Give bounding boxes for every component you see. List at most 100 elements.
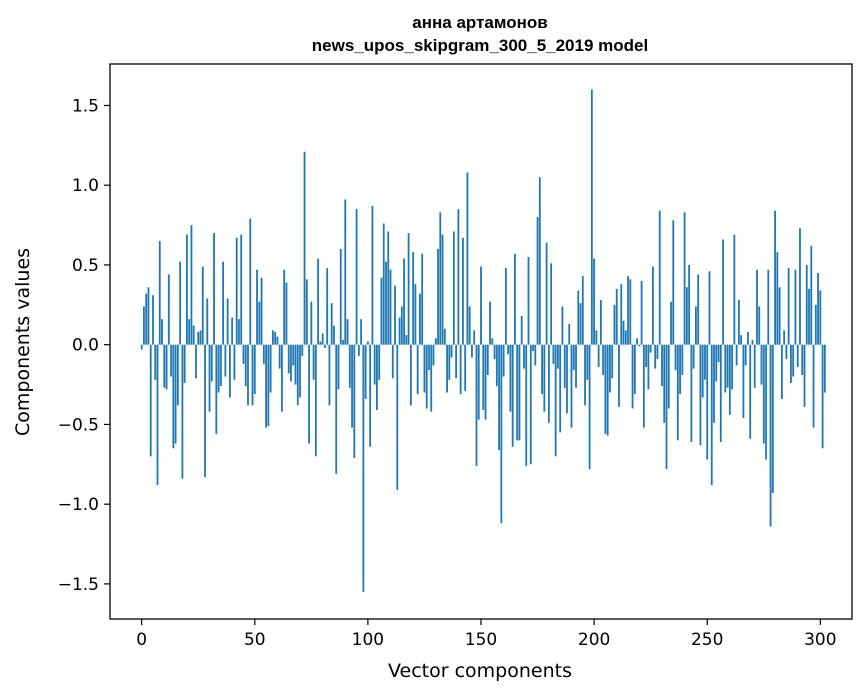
bar — [269, 344, 272, 393]
bar — [251, 344, 254, 406]
bar — [294, 344, 297, 385]
bar — [785, 344, 788, 360]
y-tick-label: 0.5 — [72, 256, 99, 276]
bar — [434, 338, 437, 345]
bar — [805, 264, 808, 345]
bar — [599, 300, 602, 345]
bar — [645, 344, 648, 368]
bar — [552, 344, 555, 364]
bar — [253, 344, 256, 395]
bar — [495, 344, 498, 387]
bar — [597, 344, 600, 368]
bar — [661, 344, 663, 387]
bar — [219, 344, 222, 387]
y-tick-label: −1.0 — [58, 495, 99, 515]
bar — [450, 344, 453, 358]
bar — [468, 306, 471, 345]
bar — [409, 344, 412, 406]
bar — [523, 344, 525, 369]
bar — [158, 241, 161, 345]
bar — [629, 279, 632, 345]
bar — [432, 344, 435, 366]
bar — [489, 301, 491, 345]
bar — [199, 330, 202, 345]
bar — [577, 290, 580, 345]
y-tick-label: 1.5 — [72, 96, 99, 116]
bar — [735, 344, 738, 366]
bar — [753, 344, 756, 388]
bar — [357, 344, 360, 356]
bar — [609, 344, 611, 393]
bar — [455, 344, 458, 379]
bar — [244, 344, 247, 387]
bar — [758, 306, 761, 345]
bar — [642, 344, 645, 428]
bar — [380, 277, 383, 345]
bar — [373, 344, 376, 385]
x-axis-ticks: 0 50 100 150 200 250 300 — [136, 619, 837, 650]
bar — [303, 151, 306, 345]
bar — [756, 269, 758, 345]
bar — [647, 344, 650, 390]
bar — [480, 266, 482, 345]
bar — [240, 234, 243, 345]
bar — [452, 231, 455, 345]
bar — [665, 344, 668, 470]
bar — [477, 344, 480, 420]
bar — [719, 344, 722, 442]
bar — [602, 344, 605, 375]
bar — [267, 344, 270, 427]
bar — [371, 205, 374, 345]
bar — [747, 331, 749, 345]
bar — [740, 335, 743, 345]
bar — [817, 272, 819, 345]
bar — [681, 344, 684, 375]
bar — [389, 269, 392, 345]
bar — [217, 344, 220, 393]
bar — [308, 344, 310, 444]
bar — [572, 344, 575, 371]
bar — [713, 344, 715, 423]
x-axis-label: Vector components — [388, 660, 572, 682]
bar — [419, 293, 421, 345]
bar — [760, 344, 763, 385]
bar — [568, 323, 571, 345]
bar — [534, 344, 537, 366]
bar — [342, 339, 344, 345]
bar — [486, 344, 489, 375]
bar — [387, 231, 390, 345]
bars-group — [140, 89, 826, 592]
x-tick-label: 0 — [136, 630, 147, 650]
bar — [443, 328, 446, 345]
bar — [545, 242, 548, 345]
bar — [710, 344, 713, 486]
bar — [475, 344, 478, 466]
bar — [516, 344, 519, 441]
x-tick-label: 200 — [578, 630, 610, 650]
bar — [143, 306, 145, 345]
bar — [437, 249, 439, 345]
bar — [620, 284, 623, 345]
bar — [690, 344, 693, 442]
bar — [319, 341, 322, 345]
bar — [428, 344, 430, 371]
bar — [520, 315, 523, 345]
bar — [737, 300, 740, 345]
bar — [238, 319, 240, 345]
bar — [156, 344, 159, 486]
y-tick-label: −1.5 — [58, 575, 99, 595]
bar — [210, 344, 213, 382]
bar — [330, 303, 333, 345]
bar — [224, 344, 227, 377]
bar — [471, 344, 473, 358]
bar — [258, 301, 261, 345]
bar — [256, 269, 258, 345]
bar — [215, 344, 218, 434]
x-tick-label: 300 — [804, 630, 836, 650]
bar — [823, 344, 826, 393]
bar — [518, 344, 521, 441]
bar — [663, 344, 666, 423]
bar — [640, 280, 643, 345]
bar — [821, 344, 824, 449]
